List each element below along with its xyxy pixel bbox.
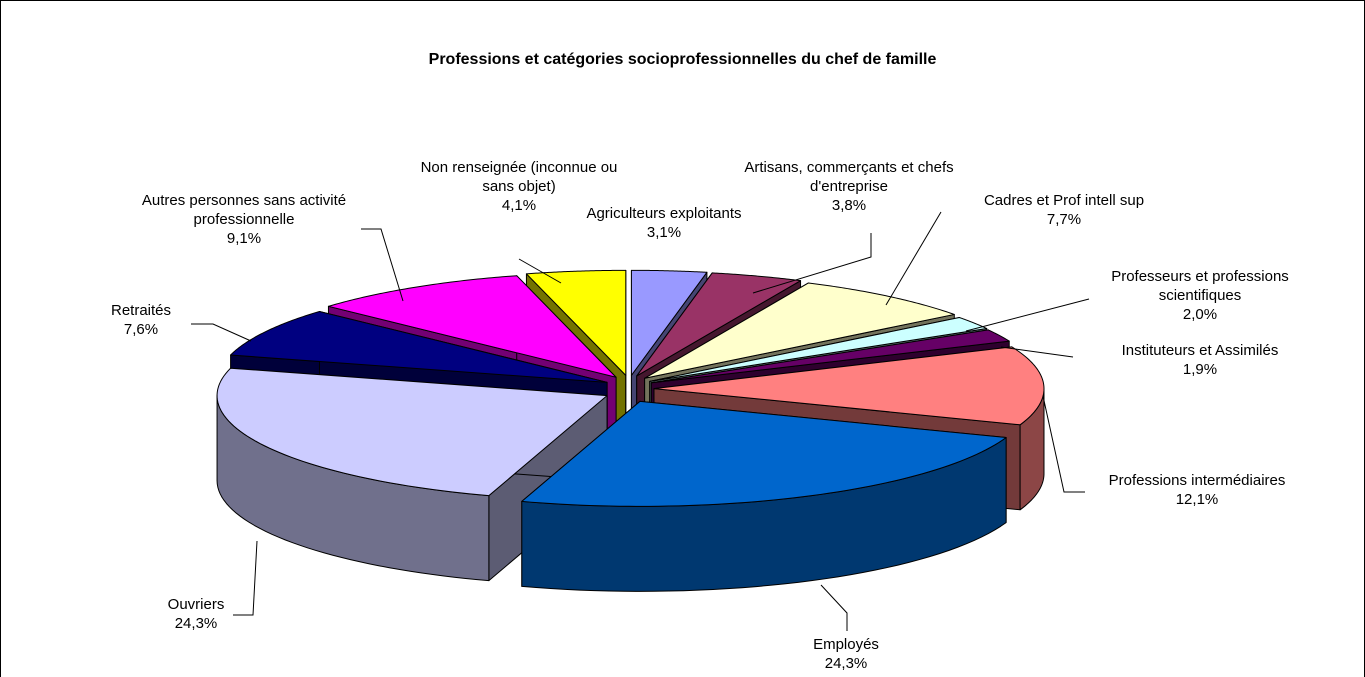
slice-label: Artisans, commerçants et chefs d'entrepr… [727, 158, 972, 215]
slice-label: Ouvriers 24,3% [168, 595, 225, 633]
leader-line [191, 323, 252, 342]
slice-top [636, 272, 802, 377]
slice-top [216, 367, 608, 497]
slice-label: Professions intermédiaires 12,1% [1109, 471, 1286, 509]
slice-label: Agriculteurs exploitants 3,1% [586, 204, 741, 242]
slice-top [521, 400, 1007, 507]
slice-top [644, 282, 955, 379]
slice-label: Employés 24,3% [813, 635, 879, 673]
category-label: Retraités [110, 302, 172, 319]
category-label: Agriculteurs exploitants [586, 205, 742, 222]
category-label: Professions intermédiaires [1108, 472, 1286, 489]
category-label: Cadres et Prof intell sup [983, 192, 1145, 209]
slice-top [327, 275, 617, 378]
value-label: 24,3% [824, 655, 868, 672]
slice-label: Retraités 7,6% [111, 301, 171, 339]
value-label: 2,0% [1182, 306, 1218, 323]
slice-top [653, 346, 1045, 426]
slice-label: Cadres et Prof intell sup 7,7% [984, 191, 1144, 229]
slice-top [650, 329, 1010, 384]
pie-slice [521, 400, 1007, 592]
category-label: Artisans, commerçants et chefs d'entrepr… [744, 159, 954, 195]
leader-line [518, 258, 562, 284]
slice-top [525, 269, 627, 376]
chart-title: Professions et catégories socioprofessio… [428, 51, 937, 68]
value-label: 4,1% [501, 197, 537, 214]
value-label: 9,1% [226, 230, 262, 247]
leader-line [752, 233, 872, 294]
value-label: 7,6% [123, 321, 159, 338]
leader-line [233, 540, 258, 616]
value-label: 1,9% [1182, 361, 1218, 378]
leader-line [965, 298, 1090, 332]
category-label: Employés [813, 636, 879, 653]
slice-label: Autres personnes sans activité professio… [127, 191, 362, 248]
slice-label: Professeurs et professions scientifiques… [1098, 267, 1303, 324]
category-label: Professeurs et professions scientifiques [1111, 268, 1289, 304]
slice-top [630, 269, 708, 376]
slice-label: Instituteurs et Assimilés 1,9% [1122, 341, 1279, 379]
value-label: 3,8% [831, 197, 867, 214]
slice-label: Non renseignée (inconnue ou sans objet) 4… [409, 158, 629, 215]
leader-line [361, 228, 404, 302]
category-label: Non renseignée (inconnue ou sans objet) [420, 159, 618, 195]
value-label: 7,7% [1046, 211, 1082, 228]
leader-line [1000, 346, 1074, 358]
value-label: 3,1% [646, 224, 682, 241]
leader-line [885, 211, 942, 306]
value-label: 24,3% [174, 615, 218, 632]
slice-top [230, 310, 608, 383]
category-label: Ouvriers [167, 596, 225, 613]
category-label: Autres personnes sans activité professio… [141, 192, 347, 228]
value-label: 12,1% [1175, 491, 1219, 508]
pie-slice [216, 367, 608, 582]
leader-line [1042, 395, 1085, 493]
category-label: Instituteurs et Assimilés [1121, 342, 1279, 359]
leader-line [820, 584, 848, 631]
